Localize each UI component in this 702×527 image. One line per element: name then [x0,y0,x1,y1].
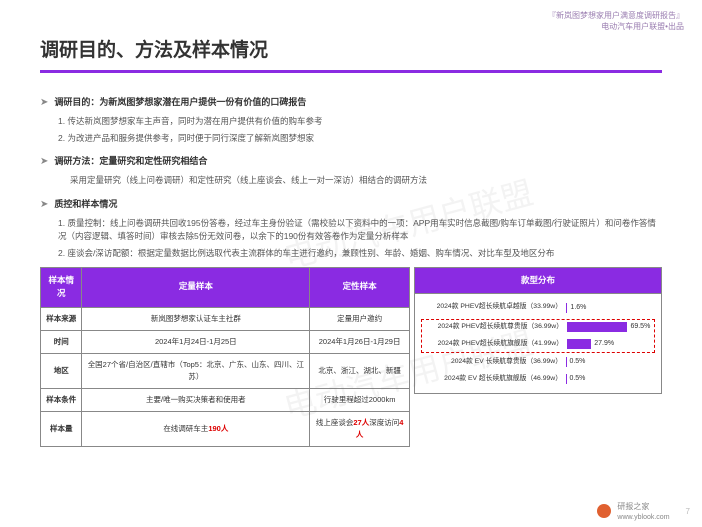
th-situation: 样本情况 [41,267,82,307]
r3c2: 全国27个省/自治区/直辖市（Top5：北京、广东、山东、四川、江苏） [82,353,310,388]
bar-row-1: 2024款 PHEV超长续航尊贵版（36.99w） 69.5% [422,322,654,333]
r3c3: 北京、浙江、湖北、新疆 [310,353,410,388]
bar-row-4: 2024款 EV 超长续航旗舰版（46.99w） 0.5% [421,374,655,385]
header-line2: 电动汽车用户联盟•出品 [548,21,684,32]
bar-row-3: 2024款 EV 长续航尊贵版（36.99w） 0.5% [421,357,655,368]
r3c1: 地区 [41,353,82,388]
method-text: 定量研究和定性研究相结合 [99,156,207,166]
section-method: ➤ 调研方法：定量研究和定性研究相结合 [40,154,662,170]
r2c2: 2024年1月24日-1月25日 [82,330,310,353]
r1c2: 新岚图梦想家认证车主社群 [82,307,310,330]
purpose-text: 为新岚图梦想家潜在用户提供一份有价值的口碑报告 [99,97,306,107]
method-detail: 采用定量研究（线上问卷调研）和定性研究（线上座谈会、线上一对一深访）相结合的调研… [70,174,662,188]
arrow-icon: ➤ [40,197,48,213]
r5c3: 线上座谈会27人深度访问4人 [310,411,410,446]
r1c3: 定量用户邀约 [310,307,410,330]
sample-table: 样本情况 定量样本 定性样本 样本来源 新岚图梦想家认证车主社群 定量用户邀约 … [40,267,410,447]
footer: 研报之家 www.yblook.com 7 [597,501,690,521]
r5c2: 在线调研车主190人 [82,411,310,446]
footer-brand: 研报之家 www.yblook.com [617,501,669,521]
r2c3: 2024年1月26日-1月29日 [310,330,410,353]
arrow-icon: ➤ [40,154,48,170]
r4c2: 主要/唯一购买决策者和使用者 [82,388,310,411]
distribution-panel: 款型分布 2024款 PHEV超长续航卓越版（33.99w） 1.6% 2024… [414,267,662,447]
purpose-item-2: 2. 为改进产品和服务提供参考，同时便于同行深度了解新岚图梦想家 [58,132,662,146]
sample-item-1: 1. 质量控制：线上问卷调研共回收195份答卷，经过车主身份验证（需校验以下资料… [58,217,662,244]
r4c1: 样本条件 [41,388,82,411]
header-meta: 『新岚图梦想家用户满意度调研报告』 电动汽车用户联盟•出品 [548,10,684,32]
sample-item-2: 2. 座谈会/深访配额：根据定量数据比例选取代表主流群体的车主进行邀约，兼顾性别… [58,247,662,261]
bar-row-0: 2024款 PHEV超长续航卓越版（33.99w） 1.6% [421,302,655,313]
bar-label-3: 2024款 EV 长续航尊贵版（36.99w） [421,357,566,368]
r4c3: 行驶里程超过2000km [310,388,410,411]
method-label: 调研方法： [54,156,99,166]
table-wrap: 样本情况 定量样本 定性样本 样本来源 新岚图梦想家认证车主社群 定量用户邀约 … [40,267,662,447]
bar-row-2: 2024款 PHEV超长续航旗舰版（41.99w） 27.9% [422,339,654,350]
bar-label-4: 2024款 EV 超长续航旗舰版（46.99w） [421,374,566,385]
section-sample: ➤ 质控和样本情况 [40,197,662,213]
purpose-item-1: 1. 传达新岚图梦想家车主声音，同时为潜在用户提供有价值的购车参考 [58,115,662,129]
r5c1: 样本量 [41,411,82,446]
title-underline [40,70,662,73]
purpose-label: 调研目的： [54,97,99,107]
bar-chart: 2024款 PHEV超长续航卓越版（33.99w） 1.6% 2024款 PHE… [414,294,662,393]
bar-label-1: 2024款 PHEV超长续航尊贵版（36.99w） [422,322,567,333]
page-number: 7 [686,507,690,516]
dist-header: 款型分布 [414,267,662,295]
th-qual: 定性样本 [310,267,410,307]
th-quant: 定量样本 [82,267,310,307]
content: ➤ 调研目的：为新岚图梦想家潜在用户提供一份有价值的口碑报告 1. 传达新岚图梦… [0,95,702,447]
footer-logo-icon [597,504,611,518]
arrow-icon: ➤ [40,95,48,111]
r2c1: 时间 [41,330,82,353]
sample-label: 质控和样本情况 [54,197,117,211]
page-title: 调研目的、方法及样本情况 [40,35,662,62]
section-purpose: ➤ 调研目的：为新岚图梦想家潜在用户提供一份有价值的口碑报告 [40,95,662,111]
highlight-box: 2024款 PHEV超长续航尊贵版（36.99w） 69.5% 2024款 PH… [421,319,655,353]
r1c1: 样本来源 [41,307,82,330]
bar-label-2: 2024款 PHEV超长续航旗舰版（41.99w） [422,339,567,350]
bar-label-0: 2024款 PHEV超长续航卓越版（33.99w） [421,302,566,313]
header-line1: 『新岚图梦想家用户满意度调研报告』 [548,10,684,21]
